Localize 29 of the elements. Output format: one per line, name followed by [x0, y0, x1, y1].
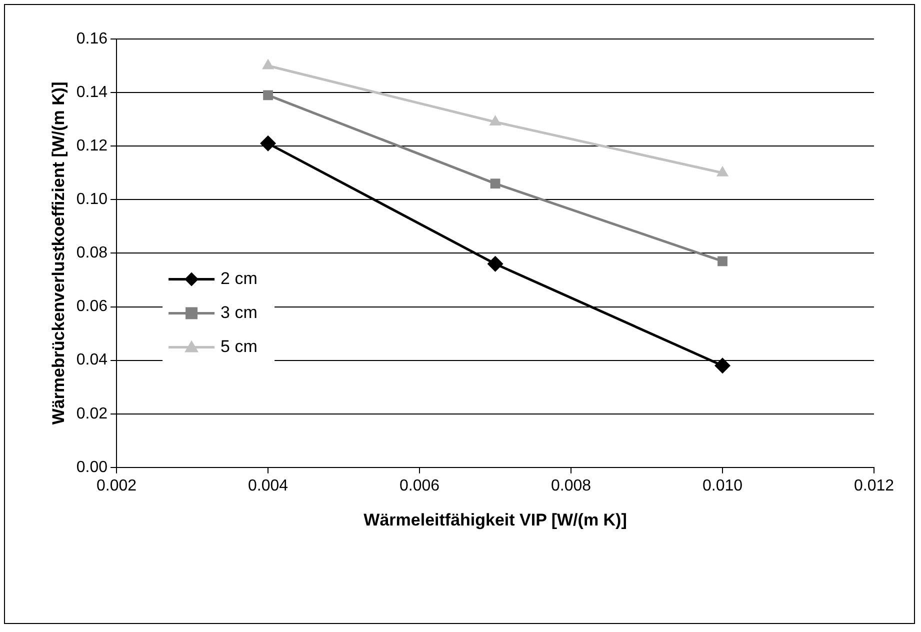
legend-label: 2 cm: [220, 268, 258, 288]
x-tick-label: 0.008: [550, 477, 592, 494]
point: [714, 358, 731, 374]
point: [487, 256, 504, 272]
x-tick-label: 0.002: [96, 477, 137, 494]
y-tick-label: 0.12: [76, 138, 108, 155]
point: [716, 166, 729, 176]
y-tick-label: 0.04: [76, 352, 108, 369]
y-tick-label: 0.14: [76, 84, 108, 101]
point: [489, 115, 502, 126]
point: [490, 178, 500, 189]
y-tick-label: 0.02: [76, 405, 108, 422]
y-tick-label: 0.00: [76, 458, 108, 476]
x-tick-label: 0.012: [854, 477, 894, 494]
point: [718, 256, 728, 266]
y-tick-label: 0.16: [76, 30, 108, 48]
x-tick-label: 0.004: [248, 477, 288, 494]
y-tick-label: 0.10: [76, 191, 108, 208]
point: [263, 90, 273, 100]
y-tick-label: 0.06: [76, 298, 108, 316]
y-axis-title: Wärmebrückenverlustkoeffizient [W/(m K)]: [48, 82, 68, 425]
legend-label: 3 cm: [220, 302, 258, 322]
point: [262, 58, 274, 70]
x-tick-label: 0.006: [400, 477, 440, 494]
point: [260, 135, 276, 152]
x-tick-label: 0.010: [702, 477, 743, 494]
y-tick-label: 0.08: [76, 244, 108, 262]
x-axis-title: Wärmeleitfähigkeit VIP [W/(m K)]: [364, 510, 627, 530]
legend-label: 5 cm: [220, 336, 258, 356]
